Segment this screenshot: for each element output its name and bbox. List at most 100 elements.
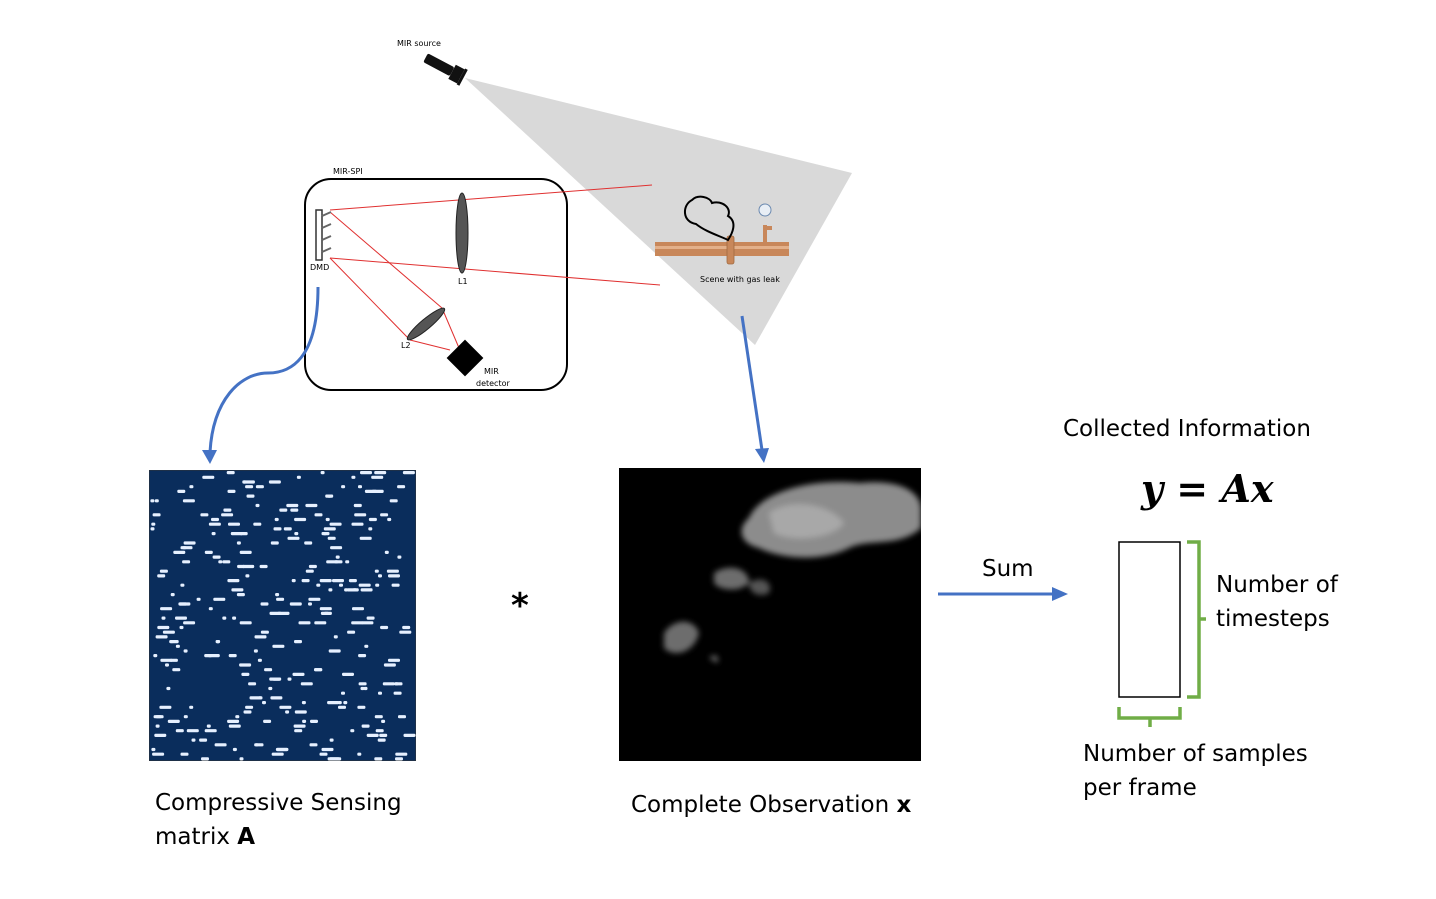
matrix-dot bbox=[344, 588, 349, 592]
matrix-dot bbox=[382, 682, 395, 686]
matrix-dot bbox=[350, 729, 355, 733]
label-mir-spi: MIR-SPI bbox=[333, 167, 363, 176]
matrix-dot bbox=[337, 701, 342, 705]
matrix-dot bbox=[291, 579, 296, 583]
matrix-dot bbox=[351, 475, 356, 479]
scene-gas-leak bbox=[655, 195, 789, 265]
matrix-dot bbox=[287, 677, 292, 681]
matrix-dot bbox=[153, 654, 158, 658]
matrix-dot bbox=[157, 625, 170, 630]
matrix-dot bbox=[360, 471, 372, 475]
matrix-dot bbox=[275, 593, 280, 597]
matrix-dot bbox=[314, 513, 323, 517]
matrix-dot bbox=[196, 597, 201, 601]
matrix-dot bbox=[342, 672, 354, 676]
matrix-caption-text: matrix bbox=[155, 824, 238, 850]
matrix-dot bbox=[214, 743, 227, 747]
matrix-dot bbox=[294, 710, 307, 714]
matrix-dot bbox=[279, 508, 288, 512]
matrix-dot bbox=[253, 649, 258, 653]
matrix-dot bbox=[204, 729, 217, 733]
matrix-dot bbox=[366, 616, 375, 620]
matrix-dot bbox=[276, 597, 285, 601]
collected-title: Collected Information bbox=[1063, 416, 1311, 442]
matrix-dot bbox=[263, 719, 272, 723]
matrix-dot bbox=[254, 635, 267, 639]
matrix-dot bbox=[259, 564, 268, 569]
matrix-dot bbox=[397, 555, 402, 559]
matrix-dot bbox=[320, 471, 325, 475]
matrix-dot bbox=[357, 752, 362, 756]
matrix-dot bbox=[314, 621, 327, 625]
matrix-dot bbox=[361, 724, 370, 728]
matrix-dot bbox=[228, 522, 240, 526]
matrix-dot bbox=[402, 625, 411, 630]
matrix-dot bbox=[329, 522, 342, 526]
matrix-dot bbox=[360, 588, 373, 592]
matrix-dot bbox=[397, 485, 406, 489]
label-mir-source: MIR source bbox=[397, 39, 441, 48]
mir-detector bbox=[446, 339, 484, 377]
matrix-dot bbox=[242, 564, 255, 569]
matrix-dot bbox=[175, 644, 180, 648]
matrix-dot bbox=[155, 715, 164, 719]
matrix-dot bbox=[232, 616, 237, 620]
matrix-dot bbox=[326, 560, 339, 564]
matrix-dot bbox=[199, 738, 208, 742]
matrix-dot bbox=[183, 715, 188, 719]
matrix-dot bbox=[359, 536, 372, 540]
matrix-dot bbox=[254, 743, 259, 747]
matrix-dot bbox=[152, 513, 161, 517]
label-mir-detector-1: MIR bbox=[484, 367, 499, 376]
matrix-dot bbox=[283, 527, 292, 531]
matrix-dot bbox=[248, 682, 257, 686]
matrix-dot bbox=[231, 588, 244, 592]
multiply-operator: * bbox=[511, 586, 529, 626]
matrix-dot bbox=[351, 522, 364, 526]
matrix-dot bbox=[215, 640, 220, 644]
matrix-dot bbox=[374, 569, 379, 573]
matrix-dot bbox=[309, 743, 318, 747]
matrix-dot bbox=[270, 541, 279, 545]
matrix-dot bbox=[348, 579, 357, 583]
matrix-dot bbox=[323, 527, 336, 531]
matrix-dot bbox=[222, 616, 227, 620]
matrix-dot bbox=[237, 564, 246, 569]
matrix-dot bbox=[270, 696, 283, 700]
label-dmd: DMD bbox=[310, 263, 330, 272]
matrix-dot bbox=[182, 560, 191, 564]
dmd-mirror bbox=[315, 209, 332, 261]
matrix-caption-bold: A bbox=[237, 824, 256, 850]
sum-arrow bbox=[938, 587, 1068, 601]
samples-label-2: per frame bbox=[1083, 775, 1197, 801]
matrix-dot bbox=[327, 494, 332, 498]
matrix-dot bbox=[169, 658, 178, 662]
matrix-dot bbox=[274, 517, 279, 522]
matrix-dot bbox=[260, 630, 269, 634]
matrix-dot bbox=[160, 658, 173, 662]
matrix-dot bbox=[189, 705, 194, 709]
matrix-dot bbox=[239, 663, 252, 667]
matrix-dot bbox=[298, 621, 311, 625]
matrix-dot bbox=[201, 757, 209, 761]
matrix-dot bbox=[204, 550, 213, 554]
matrix-dot bbox=[243, 710, 252, 714]
matrix-dot bbox=[330, 546, 343, 550]
matrix-dot bbox=[374, 757, 383, 761]
matrix-dot bbox=[327, 757, 340, 761]
matrix-dot bbox=[202, 475, 215, 479]
matrix-dot bbox=[321, 747, 334, 752]
matrix-dot bbox=[200, 513, 209, 517]
matrix-dot bbox=[183, 649, 188, 653]
matrix-dot bbox=[402, 471, 415, 475]
matrix-dot bbox=[296, 475, 301, 479]
matrix-dot bbox=[189, 485, 194, 489]
matrix-dot bbox=[379, 733, 388, 737]
matrix-dot bbox=[166, 686, 171, 691]
matrix-dot bbox=[329, 738, 334, 742]
label-l2: L2 bbox=[401, 341, 411, 350]
matrix-dot bbox=[286, 503, 299, 508]
matrix-dot bbox=[218, 560, 223, 564]
label-scene: Scene with gas leak bbox=[700, 275, 780, 284]
matrix-dot bbox=[277, 611, 290, 615]
